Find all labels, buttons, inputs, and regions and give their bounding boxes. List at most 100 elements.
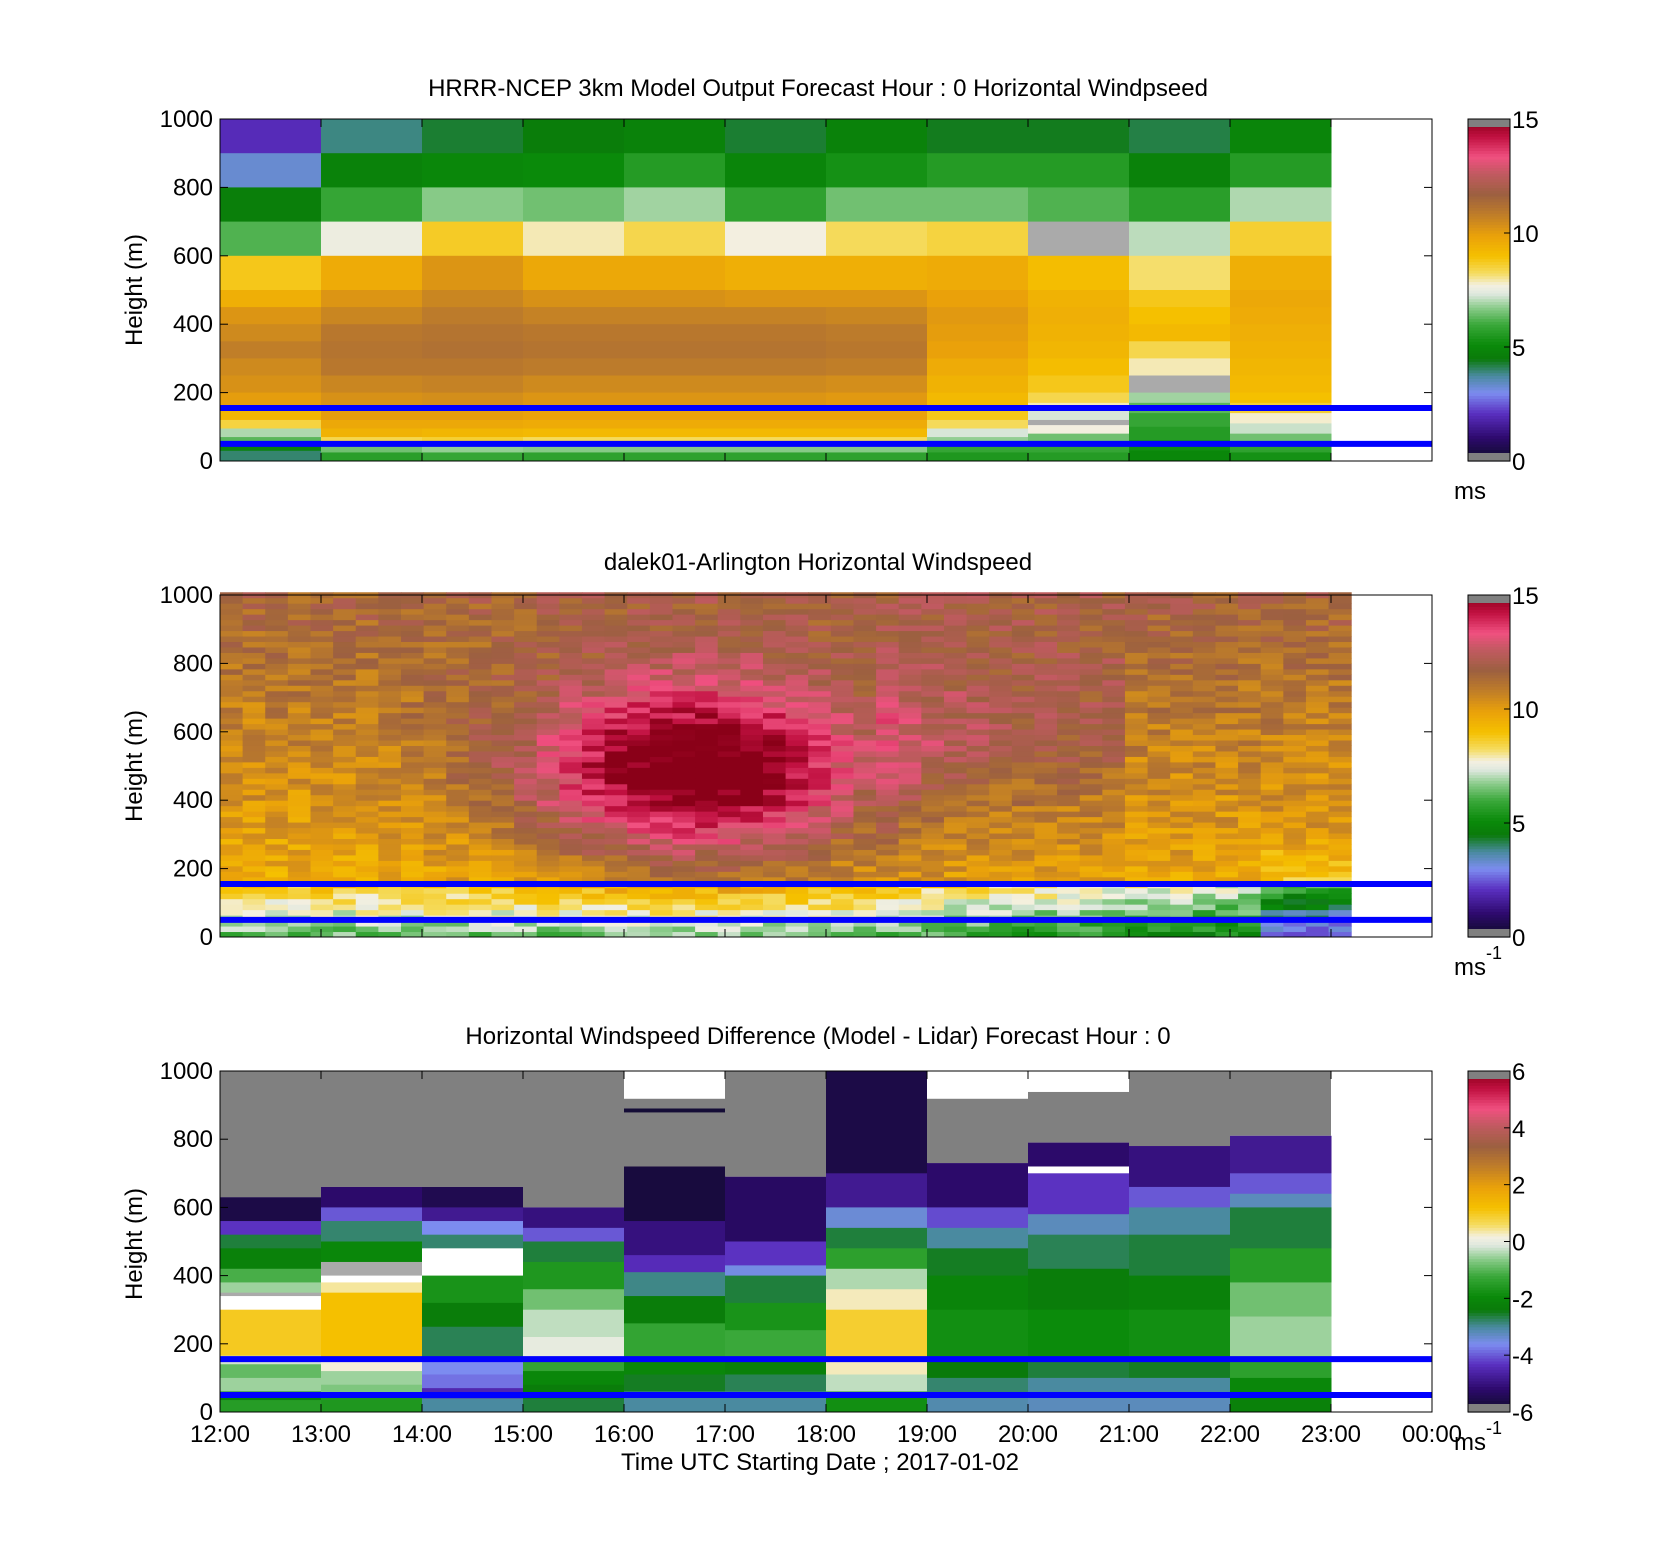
lidar-cell bbox=[1283, 833, 1307, 840]
lidar-cell bbox=[1011, 696, 1035, 703]
lidar-cell bbox=[876, 668, 900, 675]
lidar-cell bbox=[740, 800, 764, 807]
lidar-cell bbox=[536, 833, 560, 840]
lidar-cell bbox=[491, 767, 515, 774]
lidar-cell bbox=[1170, 597, 1194, 604]
lidar-cell bbox=[333, 750, 357, 757]
lidar-cell bbox=[1283, 734, 1307, 741]
lidar-cell bbox=[717, 854, 741, 861]
lidar-cell bbox=[943, 723, 968, 730]
lidar-cell bbox=[220, 794, 244, 801]
lidar-cell bbox=[220, 603, 244, 610]
lidar-cell bbox=[536, 696, 560, 703]
colorbar-segment bbox=[1468, 301, 1510, 305]
colorbar-segment bbox=[1468, 304, 1510, 308]
lidar-cell bbox=[1057, 920, 1081, 927]
lidar-cell bbox=[400, 630, 425, 637]
heatmap-cell bbox=[1230, 1377, 1332, 1396]
y-tick-label: 1000 bbox=[160, 1058, 213, 1085]
lidar-cell bbox=[220, 865, 244, 872]
lidar-cell bbox=[1034, 865, 1058, 872]
lidar-cell bbox=[695, 920, 719, 927]
lidar-cell bbox=[1170, 641, 1194, 648]
lidar-cell bbox=[581, 931, 606, 938]
lidar-cell bbox=[1170, 926, 1194, 933]
lidar-cell bbox=[740, 685, 764, 692]
lidar-cell bbox=[604, 619, 628, 626]
lidar-cell bbox=[581, 767, 606, 774]
lidar-cell bbox=[1283, 690, 1307, 697]
lidar-cell bbox=[1215, 876, 1239, 883]
heatmap-cell bbox=[422, 290, 524, 308]
lidar-cell bbox=[1034, 597, 1058, 604]
lidar-cell bbox=[220, 652, 244, 659]
lidar-cell bbox=[1011, 898, 1035, 905]
colorbar-segment bbox=[1468, 894, 1510, 898]
lidar-cell bbox=[287, 833, 311, 840]
lidar-cell bbox=[853, 597, 877, 604]
heatmap-cell bbox=[220, 1377, 322, 1393]
lidar-cell bbox=[536, 729, 560, 736]
colorbar-segment bbox=[1468, 811, 1510, 816]
lidar-cell bbox=[446, 690, 470, 697]
lidar-cell bbox=[446, 816, 470, 823]
lidar-cell bbox=[400, 871, 425, 878]
colorbar-segment bbox=[1468, 1107, 1510, 1112]
lidar-cell bbox=[1057, 674, 1081, 681]
lidar-cell bbox=[604, 800, 628, 807]
heatmap-cell bbox=[1028, 392, 1130, 404]
heatmap-cell bbox=[523, 324, 625, 342]
lidar-cell bbox=[695, 685, 719, 692]
missing-data-cell bbox=[1129, 1071, 1230, 1147]
heatmap-cell bbox=[927, 1275, 1029, 1311]
lidar-cell bbox=[943, 822, 968, 829]
lidar-cell bbox=[400, 608, 425, 615]
lidar-cell bbox=[717, 789, 741, 796]
lidar-cell bbox=[355, 646, 379, 653]
lidar-cell bbox=[785, 767, 809, 774]
lidar-cell bbox=[242, 805, 266, 812]
lidar-cell bbox=[1328, 641, 1352, 648]
lidar-cell bbox=[333, 805, 357, 812]
lidar-cell bbox=[1011, 822, 1035, 829]
lidar-cell bbox=[808, 931, 832, 938]
colorbar-segment bbox=[1468, 1261, 1510, 1265]
colorbar-segment bbox=[1468, 740, 1510, 744]
lidar-cell bbox=[446, 685, 470, 692]
colorbar-segment bbox=[1468, 1284, 1510, 1288]
heatmap-cell bbox=[220, 307, 322, 325]
lidar-cell bbox=[491, 893, 515, 900]
lidar-cell bbox=[1034, 778, 1058, 785]
lidar-cell bbox=[853, 619, 877, 626]
lidar-cell bbox=[785, 865, 809, 872]
lidar-cell bbox=[1192, 920, 1216, 927]
lidar-cell bbox=[921, 838, 945, 845]
lidar-cell bbox=[1238, 816, 1262, 823]
lidar-cell bbox=[1238, 789, 1262, 796]
lidar-cell bbox=[287, 800, 311, 807]
colorbar-segment bbox=[1468, 1389, 1510, 1393]
lidar-cell bbox=[1034, 740, 1058, 746]
colorbar-segment bbox=[1468, 423, 1510, 428]
lidar-cell bbox=[242, 646, 266, 653]
lidar-cell bbox=[717, 816, 741, 823]
lidar-cell bbox=[943, 740, 968, 746]
lidar-cell bbox=[242, 827, 266, 834]
lidar-cell bbox=[604, 904, 628, 911]
lidar-cell bbox=[830, 843, 854, 850]
lidar-cell bbox=[898, 619, 922, 626]
lidar-cell bbox=[808, 707, 832, 714]
lidar-cell bbox=[581, 745, 606, 752]
lidar-cell bbox=[1057, 876, 1081, 883]
lidar-column bbox=[423, 592, 447, 938]
lidar-cell bbox=[876, 614, 900, 621]
lidar-cell bbox=[287, 854, 311, 861]
lidar-cell bbox=[287, 674, 311, 681]
lidar-cell bbox=[853, 761, 877, 768]
lidar-cell bbox=[808, 778, 832, 785]
lidar-cell bbox=[355, 811, 379, 818]
lidar-cell bbox=[762, 712, 787, 719]
lidar-cell bbox=[242, 625, 266, 632]
colorbar-segment bbox=[1468, 355, 1510, 359]
x-tick-label: 18:00 bbox=[796, 1421, 856, 1448]
